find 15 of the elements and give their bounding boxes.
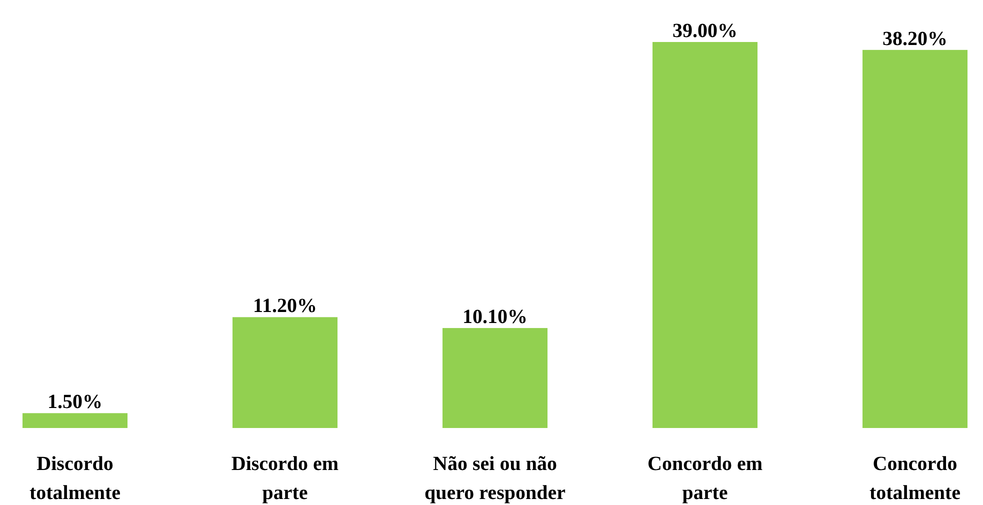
bar (652, 42, 758, 428)
bar (22, 413, 128, 428)
data-label: 1.50% (48, 391, 102, 414)
x-tick-label: Concordo em parte (648, 453, 763, 504)
x-tick-label: Discordo totalmente (29, 453, 121, 504)
x-tick-label: Concordo totalmente (869, 453, 961, 504)
x-tick-label: Discordo em parte (231, 453, 339, 504)
bar (862, 50, 968, 428)
data-label: 39.00% (672, 20, 738, 42)
bar (232, 317, 338, 428)
x-tick-label: Não sei ou não quero responder (424, 453, 566, 504)
data-label: 38.20% (882, 28, 948, 50)
data-label: 11.20% (253, 295, 317, 318)
bar (442, 328, 548, 428)
data-label: 10.10% (462, 306, 528, 328)
